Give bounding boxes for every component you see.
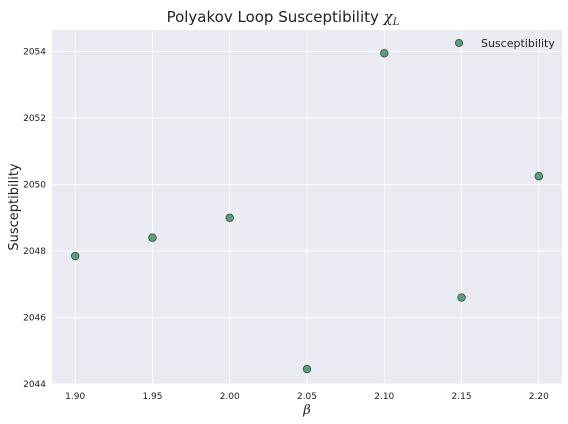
legend: Susceptibility: [454, 37, 555, 50]
x-tick-label: 2.10: [374, 392, 394, 402]
x-tick-label: 1.95: [142, 392, 162, 402]
data-point: [148, 233, 157, 242]
y-axis-ticks: 2044 2046 2048 2050 2052 2054: [23, 48, 46, 390]
x-tick-label: 2.15: [452, 392, 472, 402]
data-point: [380, 49, 389, 58]
grid-lines: [52, 30, 562, 385]
data-point: [534, 172, 544, 181]
chart-title: Polyakov Loop Susceptibility χL: [167, 8, 400, 28]
y-tick-label: 2054: [23, 48, 46, 58]
y-tick-label: 2052: [23, 114, 46, 124]
x-tick-label: 1.90: [65, 392, 85, 402]
data-point: [457, 293, 466, 302]
y-axis-label: Susceptibility: [7, 163, 22, 251]
x-tick-label: 2.05: [297, 392, 317, 402]
legend-marker: [454, 39, 463, 48]
x-tick-label: 2.20: [529, 392, 549, 402]
x-tick-label: 2.00: [220, 392, 240, 402]
y-tick-label: 2048: [23, 247, 46, 257]
data-points: [70, 49, 544, 374]
y-tick-label: 2050: [23, 181, 46, 191]
y-tick-label: 2046: [23, 314, 46, 324]
y-tick-label: 2044: [23, 380, 46, 390]
data-point: [302, 364, 312, 374]
legend-label: Susceptibility: [481, 37, 555, 50]
data-point: [225, 213, 234, 223]
x-axis-ticks: 1.90 1.95 2.00 2.05 2.10 2.15 2.20: [65, 392, 549, 402]
data-point: [70, 251, 80, 261]
x-axis-label: β: [302, 403, 311, 418]
